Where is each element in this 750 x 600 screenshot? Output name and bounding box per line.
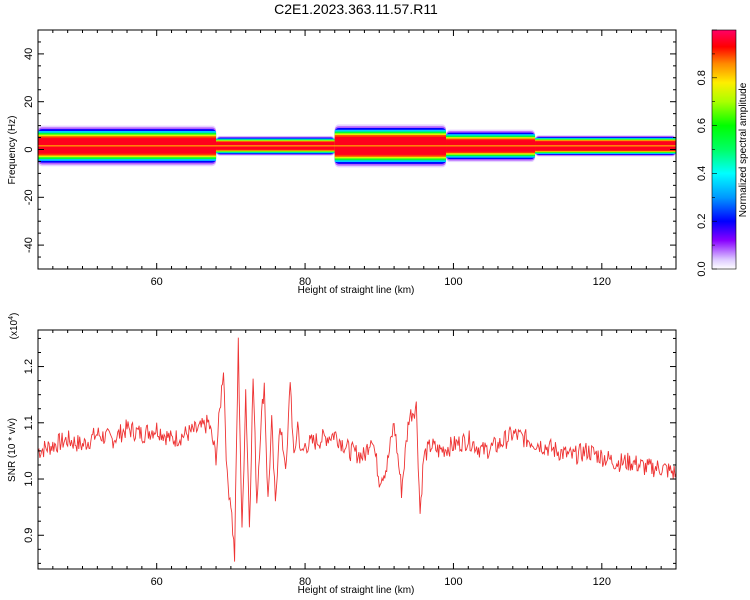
spectrogram-band (38, 124, 676, 168)
colorbar-tick-label: 0.6 (696, 118, 708, 133)
y-tick-label: -20 (23, 189, 35, 205)
snr-y-multiplier: (x104) (8, 313, 20, 340)
x-tick-label: 100 (444, 576, 462, 588)
colorbar-tick-label: 0.0 (696, 261, 708, 276)
colorbar-label: Normalized spectral amplitude (738, 82, 749, 217)
x-tick-label: 60 (151, 576, 163, 588)
y-tick-label: -40 (23, 237, 35, 253)
x-tick-label: 120 (593, 276, 611, 288)
x-tick-label: 80 (299, 576, 311, 588)
colorbar-gradient (712, 30, 736, 269)
snr-line (38, 337, 676, 562)
x-tick-label: 100 (444, 276, 462, 288)
x-tick-label: 60 (151, 276, 163, 288)
x-tick-label: 120 (593, 576, 611, 588)
snr-x-label: Height of straight line (km) (298, 585, 415, 596)
y-tick-label: 1.0 (23, 471, 35, 486)
snr-multiplier-close: ) (9, 313, 20, 316)
colorbar-tick-label: 0.4 (696, 166, 708, 181)
y-tick-label: 20 (23, 96, 35, 108)
y-tick-label: 0.9 (23, 528, 35, 543)
snr-axes-ticks: 60 80 100 120 0.9 1.0 1.1 1.2 (23, 330, 677, 588)
spectrogram-panel: 60 80 100 120 -40 -20 0 20 40 Height of straight… (7, 29, 677, 296)
colorbar-tick-label: 0.8 (696, 70, 708, 85)
y-tick-label: 1.1 (23, 415, 35, 430)
snr-y-label: SNR (10 * v/v) (7, 418, 18, 482)
colorbar-tick-label: 0.2 (696, 214, 708, 229)
snr-panel: 60 80 100 120 0.9 1.0 1.1 1.2 Height of straigh… (7, 313, 677, 596)
snr-frame (37, 329, 677, 570)
spectrogram-x-label: Height of straight line (km) (298, 285, 415, 296)
colorbar: 0.0 0.2 0.4 0.6 0.8 Normalized spectral ampl… (696, 29, 749, 277)
y-tick-label: 40 (23, 48, 35, 60)
figure-title: C2E1.2023.363.11.57.R11 (274, 1, 438, 17)
snr-plot-area (38, 330, 676, 569)
snr-series-line (38, 337, 676, 562)
snr-multiplier-exp: 4 (8, 316, 15, 320)
x-tick-label: 80 (299, 276, 311, 288)
y-tick-label: 0 (23, 146, 35, 152)
spectrogram-y-label: Frequency (Hz) (7, 116, 18, 185)
snr-multiplier-base: (x10 (9, 319, 20, 339)
y-tick-label: 1.2 (23, 359, 35, 374)
spectrogram-frame (37, 29, 677, 270)
colorbar-ticks: 0.0 0.2 0.4 0.6 0.8 (696, 29, 717, 277)
